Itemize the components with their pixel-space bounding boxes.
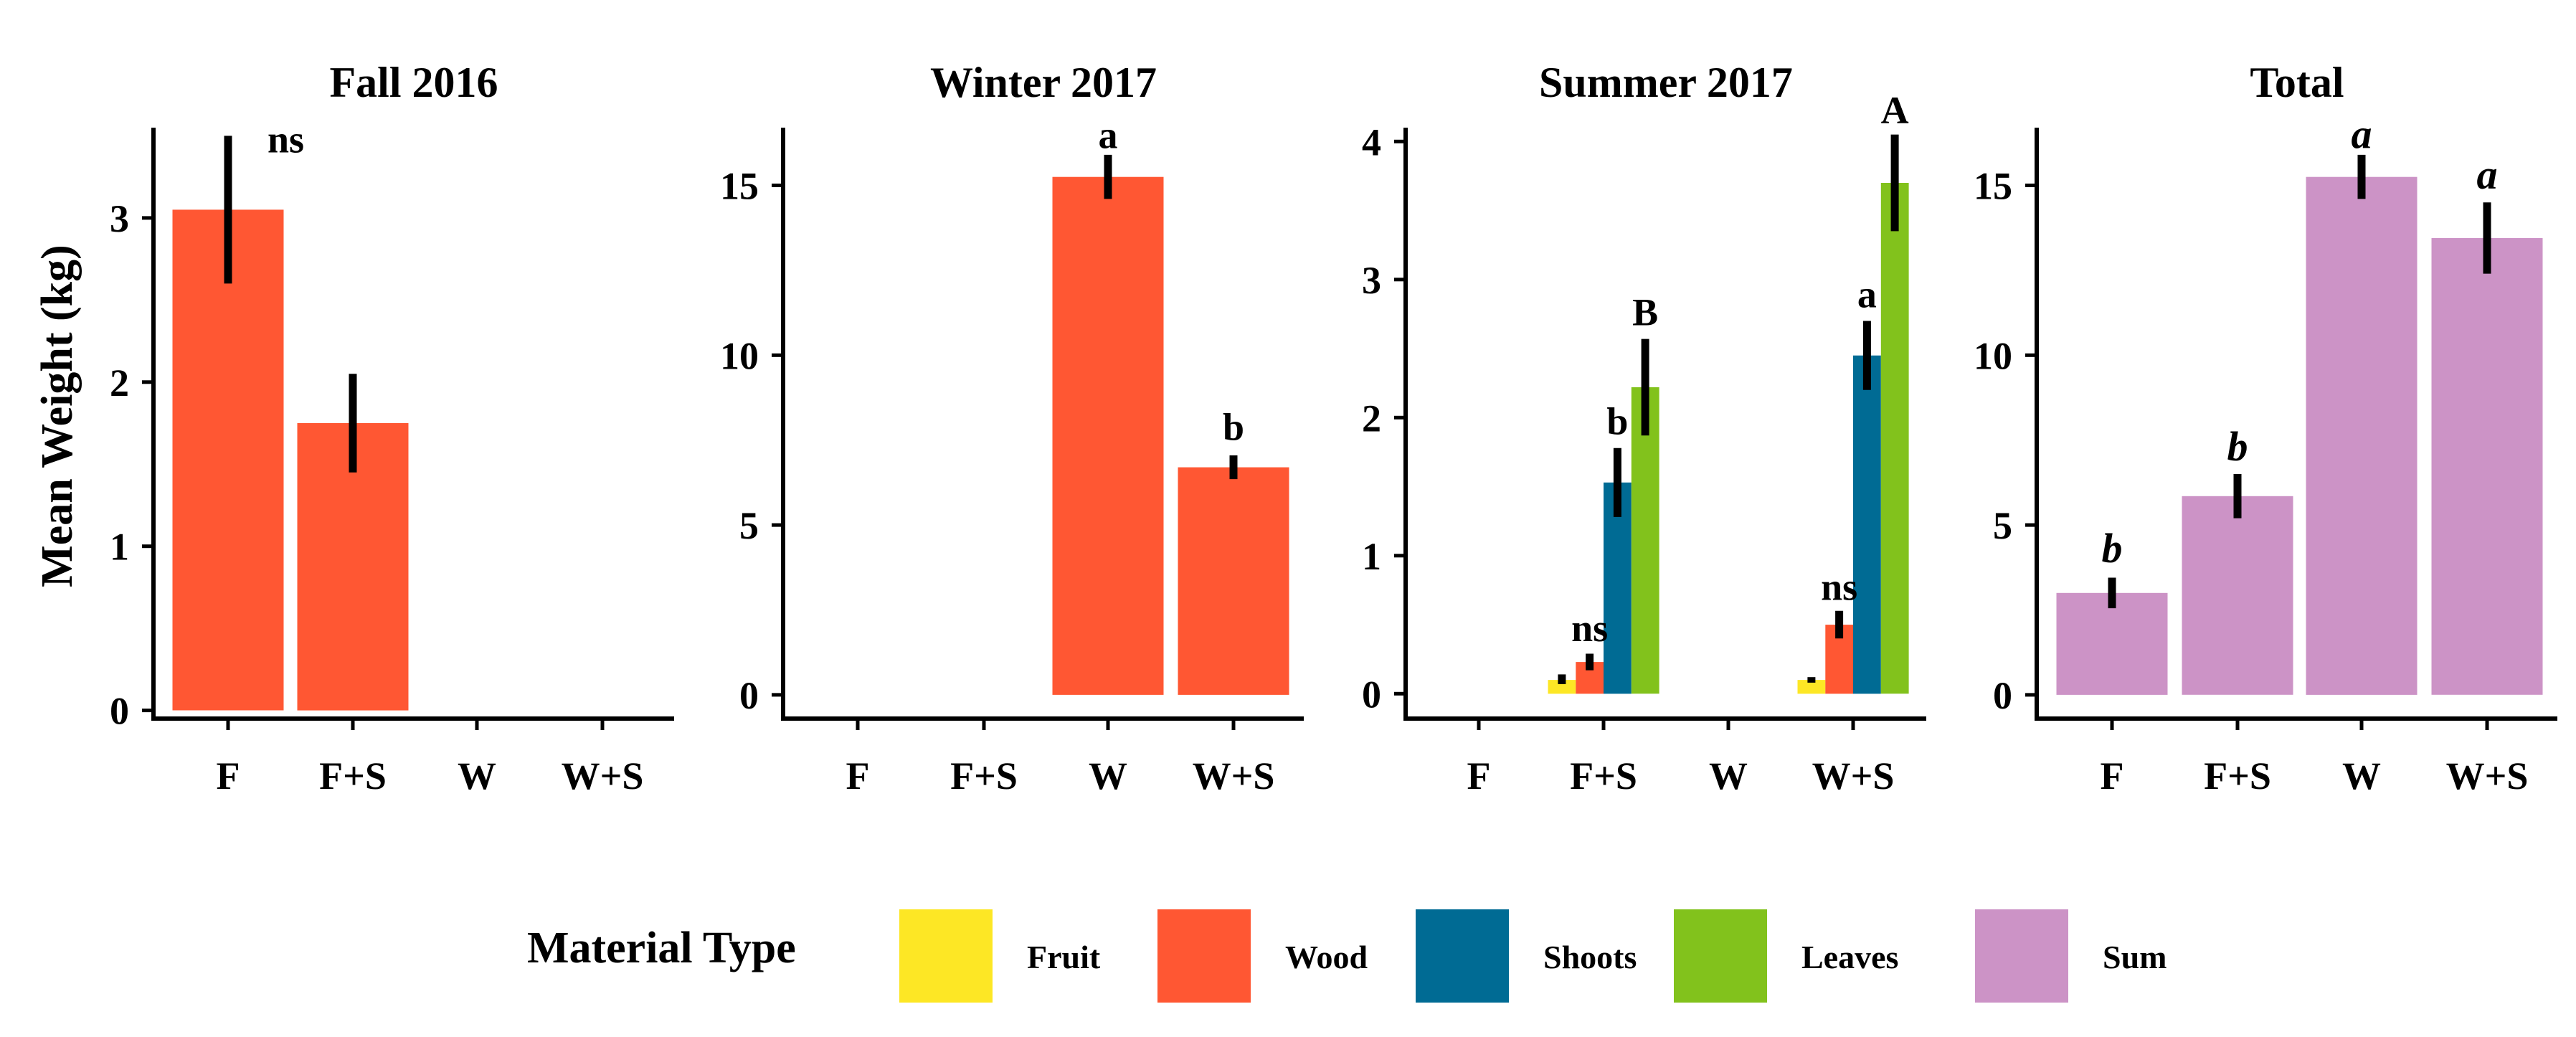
bar-wood-w [1052,176,1164,695]
legend-item-sum: Sum [1975,909,2167,1003]
bar-wood-f [172,209,284,711]
x-tick-label: F [2101,754,2124,797]
x-tick-label: F [217,754,240,797]
x-tick-label: W+S [562,754,644,797]
y-tick-label: 2 [1362,397,1381,440]
significance-label: a [2477,151,2498,198]
x-tick-label: F+S [950,754,1018,797]
panel-title: Fall 2016 [330,59,498,106]
x-tick-label: F [1467,754,1491,797]
significance-label: A [1881,89,1909,132]
legend-label: Fruit [1027,939,1101,975]
significance-label: B [1632,290,1658,333]
panel-1: Fall 2016 ns 0 1 2 3 F F+S W W+S [110,59,674,797]
y-tick-label: 1 [110,526,129,569]
bar-sum-w [2306,176,2418,695]
panel-4: Total b b a a 0 5 10 15 F F+S W W+S [1974,59,2557,797]
panel-3: Summer 2017 ns b Bns a A 0 1 2 3 4 F F+S W W+S [1362,59,1926,797]
legend-title: Material Type [527,924,796,972]
y-tick-label: 10 [1974,334,2012,377]
legend-label: Shoots [1543,939,1637,975]
legend-label: Wood [1285,939,1368,975]
significance-label: a [1099,113,1118,156]
y-tick-label: 0 [1362,673,1381,716]
y-tick-label: 4 [1362,120,1381,164]
panel-title: Summer 2017 [1539,59,1793,106]
legend-swatch [1416,909,1509,1003]
y-tick-label: 0 [739,674,759,717]
x-tick-label: W+S [1193,754,1275,797]
x-tick-label: F+S [1570,754,1637,797]
x-tick-label: F+S [2204,754,2271,797]
bar-shoots-f-plus-s [1604,482,1632,694]
y-tick-label: 10 [720,334,759,377]
legend-swatch [899,909,993,1003]
significance-label: b [1223,406,1244,449]
legend-item-shoots: Shoots [1416,909,1637,1003]
x-tick-label: W [458,754,496,797]
y-tick-label: 2 [110,361,129,404]
x-tick-label: F [846,754,870,797]
y-tick-label: 15 [1974,165,2012,208]
bar-fruit-w-plus-s [1797,680,1826,694]
legend-swatch [1674,909,1767,1003]
panel-title: Total [2250,59,2344,106]
y-tick-label: 0 [1993,674,2012,717]
significance-label: ns [267,118,304,161]
significance-label: b [2227,423,2248,470]
x-tick-label: W [1089,754,1127,797]
y-tick-label: 0 [110,690,129,733]
significance-label: ns [1571,607,1608,650]
bar-sum-w-plus-s [2431,237,2543,695]
bar-wood-w-plus-s [1178,467,1289,695]
legend-item-wood: Wood [1157,909,1368,1003]
legend: Material Type Fruit Wood Shoots Leaves Sum [527,909,2167,1003]
legend-item-fruit: Fruit [899,909,1101,1003]
y-tick-label: 3 [110,197,129,240]
legend-label: Leaves [1801,939,1898,975]
legend-item-leaves: Leaves [1674,909,1898,1003]
significance-label: b [1606,399,1628,442]
x-tick-label: W+S [2446,754,2529,797]
y-tick-label: 3 [1362,259,1381,302]
y-tick-label: 5 [739,504,759,547]
bar-shoots-w-plus-s [1853,355,1881,694]
x-tick-label: W [1709,754,1748,797]
panel-title: Winter 2017 [930,59,1157,106]
bar-fruit-f-plus-s [1548,680,1576,694]
legend-swatch [1975,909,2068,1003]
x-tick-label: W+S [1812,754,1895,797]
x-tick-label: F+S [319,754,387,797]
y-tick-label: 15 [720,165,759,208]
bar-sum-f-plus-s [2182,496,2293,695]
bar-sum-f [2056,592,2168,695]
y-tick-label: 1 [1362,535,1381,578]
y-axis-title: Mean Weight (kg) [33,245,82,587]
bar-leaves-w-plus-s [1880,183,1909,694]
significance-label: a [2352,110,2372,157]
bar-leaves-f-plus-s [1631,387,1659,694]
legend-items: Fruit Wood Shoots Leaves Sum [899,909,2167,1003]
y-tick-label: 5 [1993,504,2012,547]
significance-label: a [1857,273,1877,316]
significance-label: ns [1821,565,1857,608]
significance-label: b [2102,525,2123,572]
legend-swatch [1157,909,1251,1003]
legend-label: Sum [2103,939,2167,975]
panel-2: Winter 2017 a b 0 5 10 15 F F+S W W+S [720,59,1304,797]
x-tick-label: W [2342,754,2381,797]
